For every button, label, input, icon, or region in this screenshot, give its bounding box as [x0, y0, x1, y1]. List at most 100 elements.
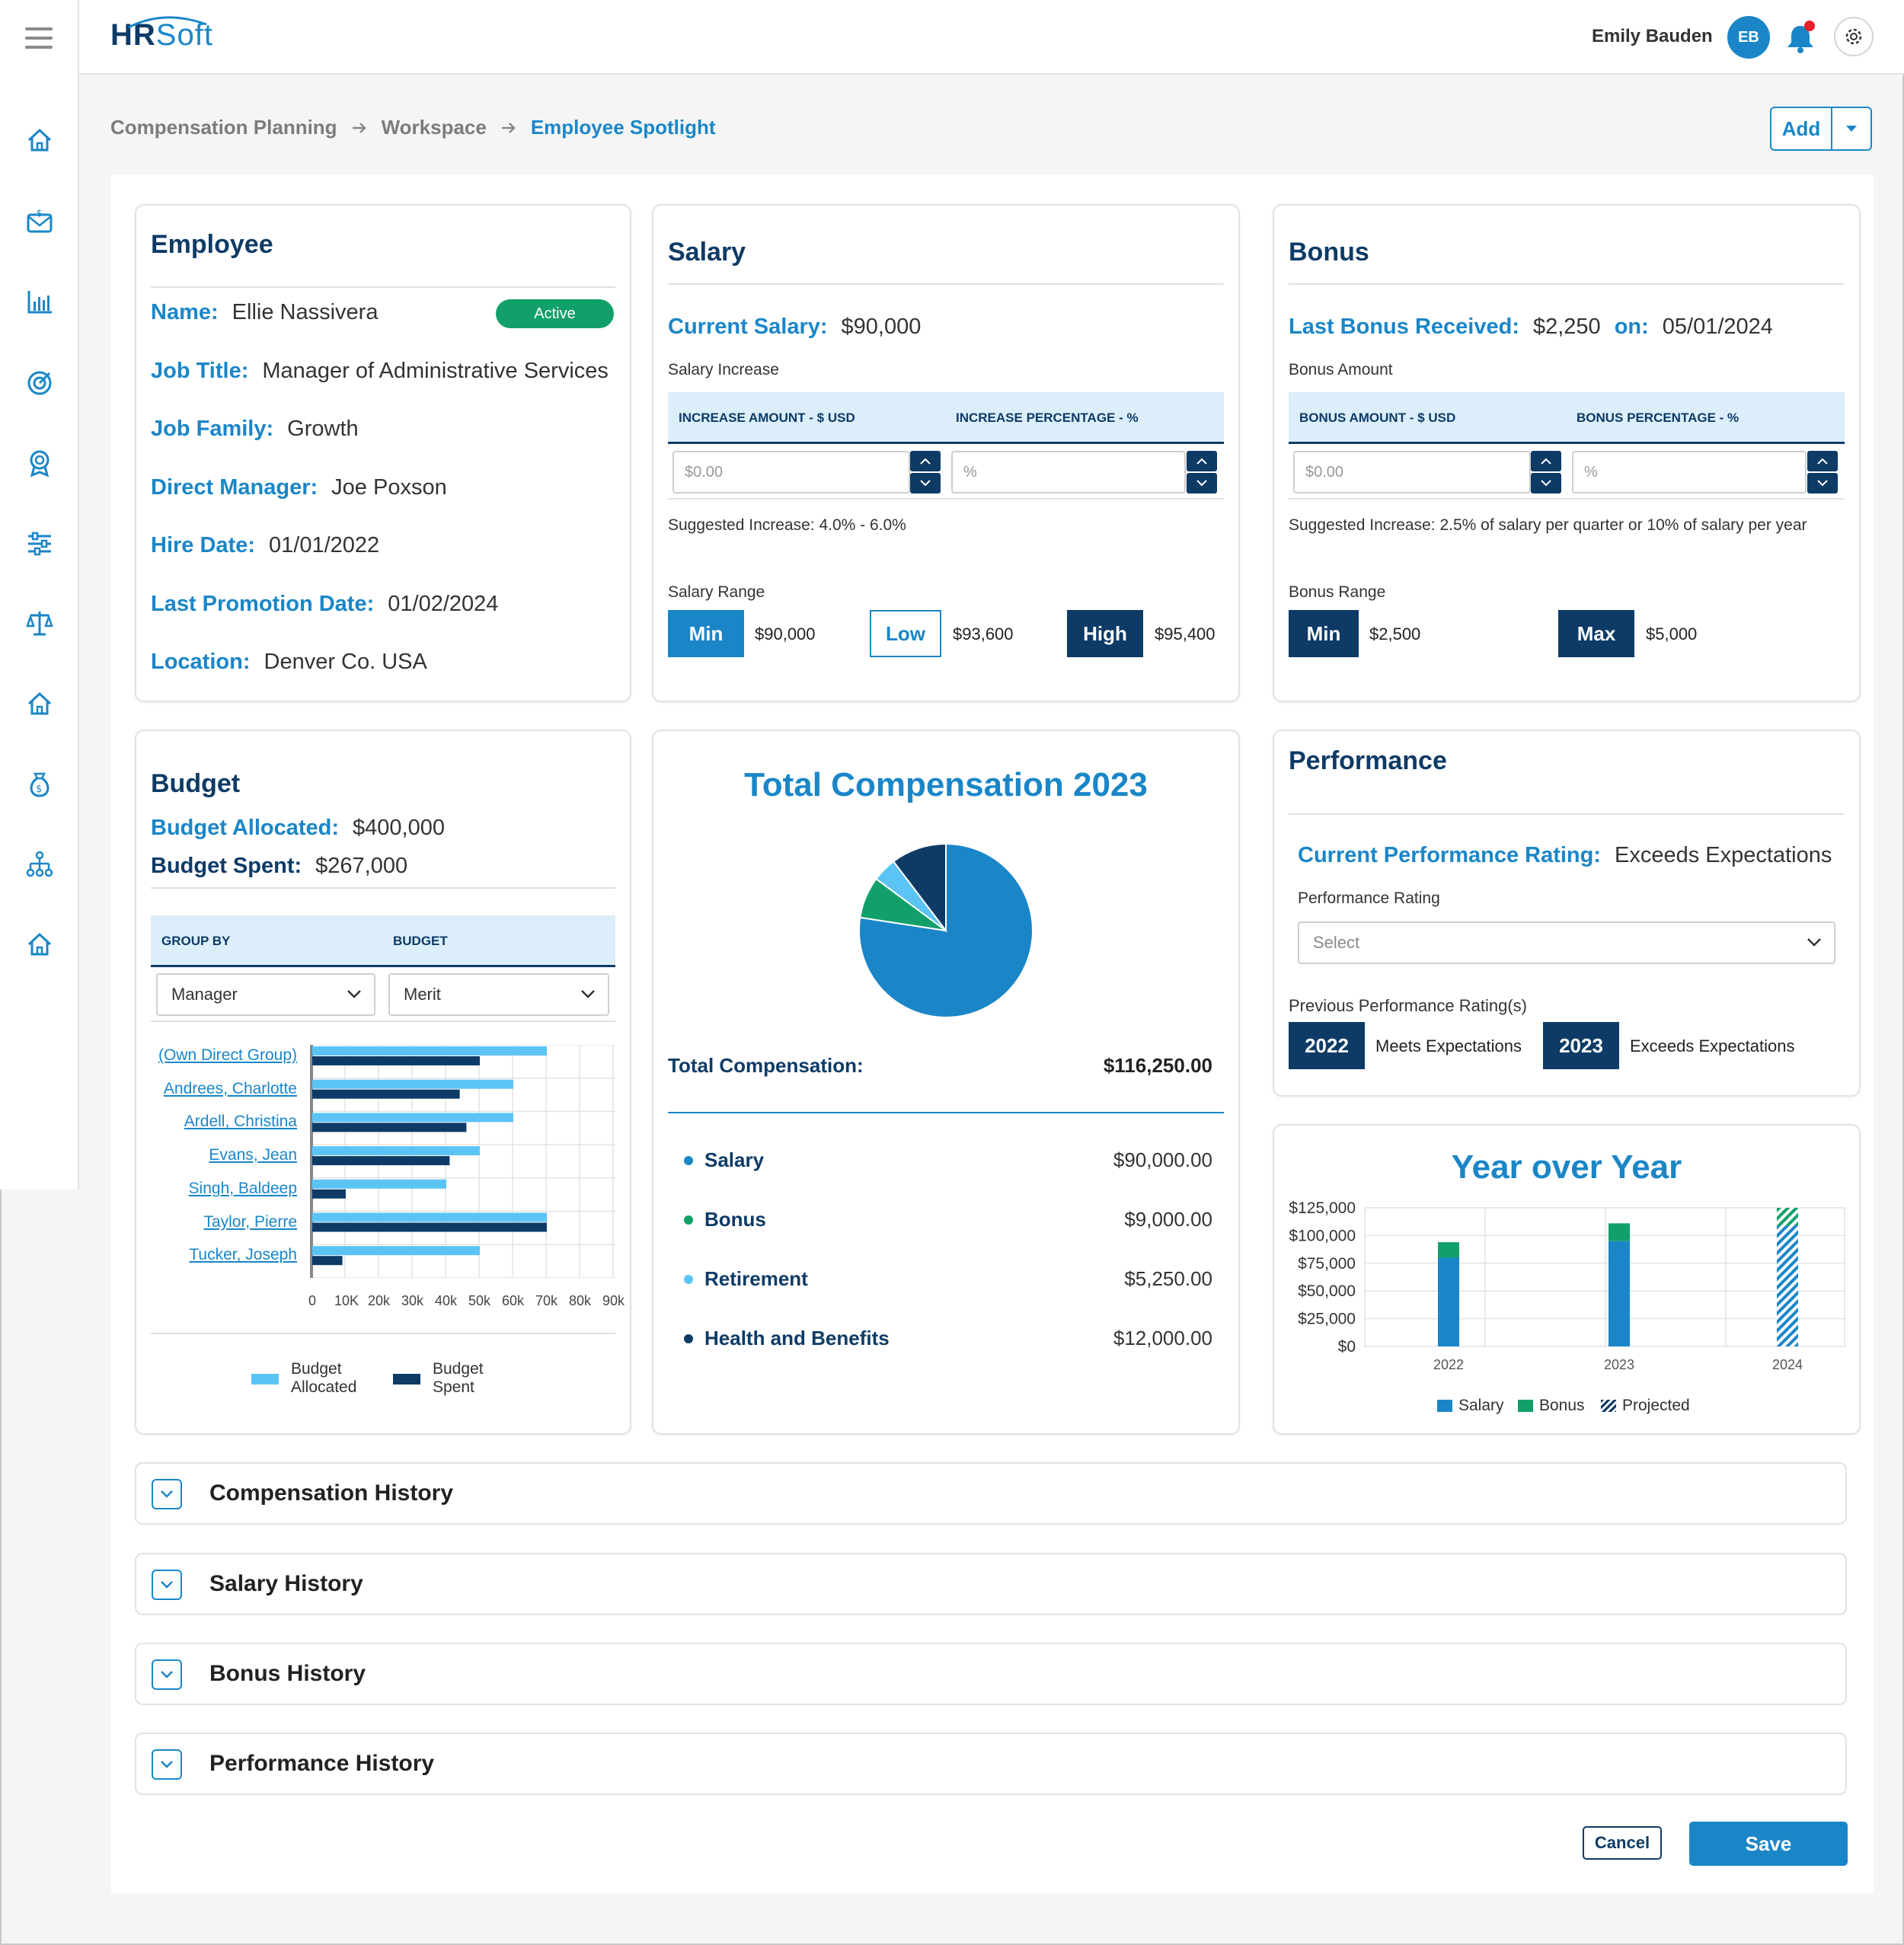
- performance-rating-label: Performance Rating: [1298, 889, 1440, 907]
- chevron-down-icon[interactable]: [152, 1570, 182, 1600]
- stepper-up-icon[interactable]: [910, 451, 941, 471]
- bonus-max-value: $5,000: [1646, 624, 1698, 644]
- menu-hamburger-icon[interactable]: [25, 27, 53, 49]
- bonus-percentage-stepper[interactable]: [1807, 451, 1838, 493]
- home-icon[interactable]: [24, 125, 55, 155]
- x-tick-label: 80k: [569, 1293, 592, 1308]
- settings-gear-icon[interactable]: [1834, 17, 1874, 56]
- bar-category-label[interactable]: Evans, Jean: [209, 1146, 297, 1164]
- money-bag-icon[interactable]: $: [24, 769, 55, 800]
- org-chart-icon[interactable]: [24, 850, 55, 880]
- year-badge: 2022: [1289, 1022, 1365, 1069]
- stepper-up-icon[interactable]: [1531, 451, 1561, 471]
- award-icon[interactable]: [24, 448, 55, 478]
- compensation-pie-chart: [858, 842, 1033, 1018]
- accordion-title[interactable]: Salary History: [209, 1571, 363, 1596]
- avatar[interactable]: EB: [1727, 16, 1770, 59]
- bar-category-label[interactable]: Taylor, Pierre: [203, 1212, 297, 1231]
- stepper-down-icon[interactable]: [1531, 473, 1561, 493]
- sliders-icon[interactable]: [24, 529, 55, 559]
- hrsoft-logo[interactable]: HRSoft: [110, 18, 213, 52]
- increase-percentage-stepper[interactable]: [1187, 451, 1217, 493]
- bar-category-label[interactable]: Ardell, Christina: [184, 1113, 297, 1131]
- breadcrumb-item[interactable]: Compensation Planning: [110, 116, 337, 139]
- salary-high-pill: High: [1067, 610, 1143, 657]
- chevron-down-icon: [581, 990, 595, 998]
- legend-swatch: [1518, 1400, 1533, 1412]
- notification-bell-icon[interactable]: [1784, 20, 1817, 55]
- divider: [151, 1333, 615, 1334]
- chevron-down-icon[interactable]: [152, 1479, 182, 1509]
- pie-legend-value: $5,250.00: [1124, 1267, 1212, 1290]
- stepper-down-icon[interactable]: [1187, 473, 1217, 493]
- arrow-right-icon: [352, 122, 366, 133]
- pie-legend-value: $12,000.00: [1113, 1327, 1212, 1349]
- add-button-label[interactable]: Add: [1771, 108, 1832, 149]
- cancel-button[interactable]: Cancel: [1583, 1826, 1662, 1860]
- legend-swatch: [1601, 1400, 1616, 1412]
- legend-dot: [684, 1215, 693, 1225]
- legend-dot: [684, 1156, 693, 1165]
- bar-category-label[interactable]: Tucker, Joseph: [189, 1246, 297, 1264]
- bar-allocated: [312, 1146, 480, 1156]
- accordion-title[interactable]: Bonus History: [209, 1661, 366, 1686]
- increase-amount-stepper[interactable]: [910, 451, 941, 493]
- bar-spent: [312, 1123, 467, 1132]
- bar-chart-icon[interactable]: [24, 286, 55, 317]
- accordion-title[interactable]: Compensation History: [209, 1480, 454, 1506]
- bar-allocated: [312, 1113, 513, 1123]
- last-bonus-row: Last Bonus Received: $2,250 on: 05/01/2024: [1289, 315, 1773, 339]
- bar-category-label[interactable]: Singh, Baldeep: [188, 1179, 297, 1197]
- employee-jobtitle-row: Job Title: Manager of Administrative Serv…: [151, 359, 609, 383]
- accordion-compensation-history[interactable]: Compensation History: [135, 1462, 1847, 1525]
- accordion-title[interactable]: Performance History: [209, 1751, 435, 1776]
- target-icon[interactable]: [24, 367, 55, 398]
- pie-legend-label: Health and Benefits: [704, 1327, 890, 1349]
- breadcrumb-item[interactable]: Workspace: [381, 116, 487, 139]
- stepper-up-icon[interactable]: [1187, 451, 1217, 471]
- bonus-percentage-input[interactable]: %: [1572, 451, 1807, 493]
- x-tick-label: 70k: [535, 1293, 558, 1308]
- x-tick-label: 10K: [334, 1293, 359, 1308]
- stepper-down-icon[interactable]: [1807, 473, 1838, 493]
- legend-dot: [684, 1275, 693, 1284]
- home-alt-icon[interactable]: [24, 688, 55, 719]
- scale-icon[interactable]: [24, 608, 55, 638]
- bar-category-label[interactable]: Andrees, Charlotte: [163, 1079, 297, 1097]
- accordion-salary-history[interactable]: Salary History: [135, 1553, 1847, 1615]
- bar-category-label[interactable]: (Own Direct Group): [158, 1046, 297, 1064]
- increase-amount-input[interactable]: $0.00: [672, 451, 910, 493]
- year-over-year-title: Year over Year: [1451, 1148, 1682, 1186]
- bonus-amount-input[interactable]: $0.00: [1293, 451, 1531, 493]
- budget-type-select[interactable]: Merit: [388, 973, 609, 1016]
- money-envelope-icon[interactable]: $: [24, 206, 55, 236]
- logo-arc-icon: [128, 16, 207, 29]
- stepper-down-icon[interactable]: [910, 473, 941, 493]
- bar-spent: [312, 1156, 450, 1166]
- salary-table-header: INCREASE AMOUNT - $ USD INCREASE PERCENT…: [668, 392, 1224, 444]
- user-name[interactable]: Emily Bauden: [1592, 26, 1713, 46]
- increase-percentage-input[interactable]: %: [951, 451, 1186, 493]
- bar-spent: [312, 1056, 480, 1065]
- accordion-performance-history[interactable]: Performance History: [135, 1733, 1847, 1795]
- bonus-amount-stepper[interactable]: [1531, 451, 1561, 493]
- add-dropdown-caret-icon[interactable]: [1832, 108, 1870, 149]
- save-button[interactable]: Save: [1689, 1822, 1848, 1866]
- group-by-select[interactable]: Manager: [156, 973, 375, 1016]
- legend-label: Bonus: [1539, 1397, 1585, 1414]
- divider: [1289, 283, 1845, 285]
- chevron-down-icon[interactable]: [152, 1749, 182, 1780]
- bar-allocated: [312, 1246, 480, 1256]
- x-tick-label: 60k: [502, 1293, 525, 1308]
- employee-title: Employee: [151, 230, 273, 259]
- budget-bar-chart: [310, 1045, 615, 1278]
- column-header: BONUS PERCENTAGE - %: [1577, 410, 1739, 425]
- add-button[interactable]: Add: [1770, 107, 1872, 151]
- performance-rating-select[interactable]: Select: [1298, 921, 1835, 964]
- accordion-bonus-history[interactable]: Bonus History: [135, 1643, 1847, 1705]
- chevron-down-icon[interactable]: [152, 1659, 182, 1690]
- stepper-up-icon[interactable]: [1807, 451, 1838, 471]
- home-icon-2[interactable]: [24, 929, 55, 960]
- divider: [668, 1112, 1224, 1113]
- breadcrumb-current[interactable]: Employee Spotlight: [530, 116, 716, 139]
